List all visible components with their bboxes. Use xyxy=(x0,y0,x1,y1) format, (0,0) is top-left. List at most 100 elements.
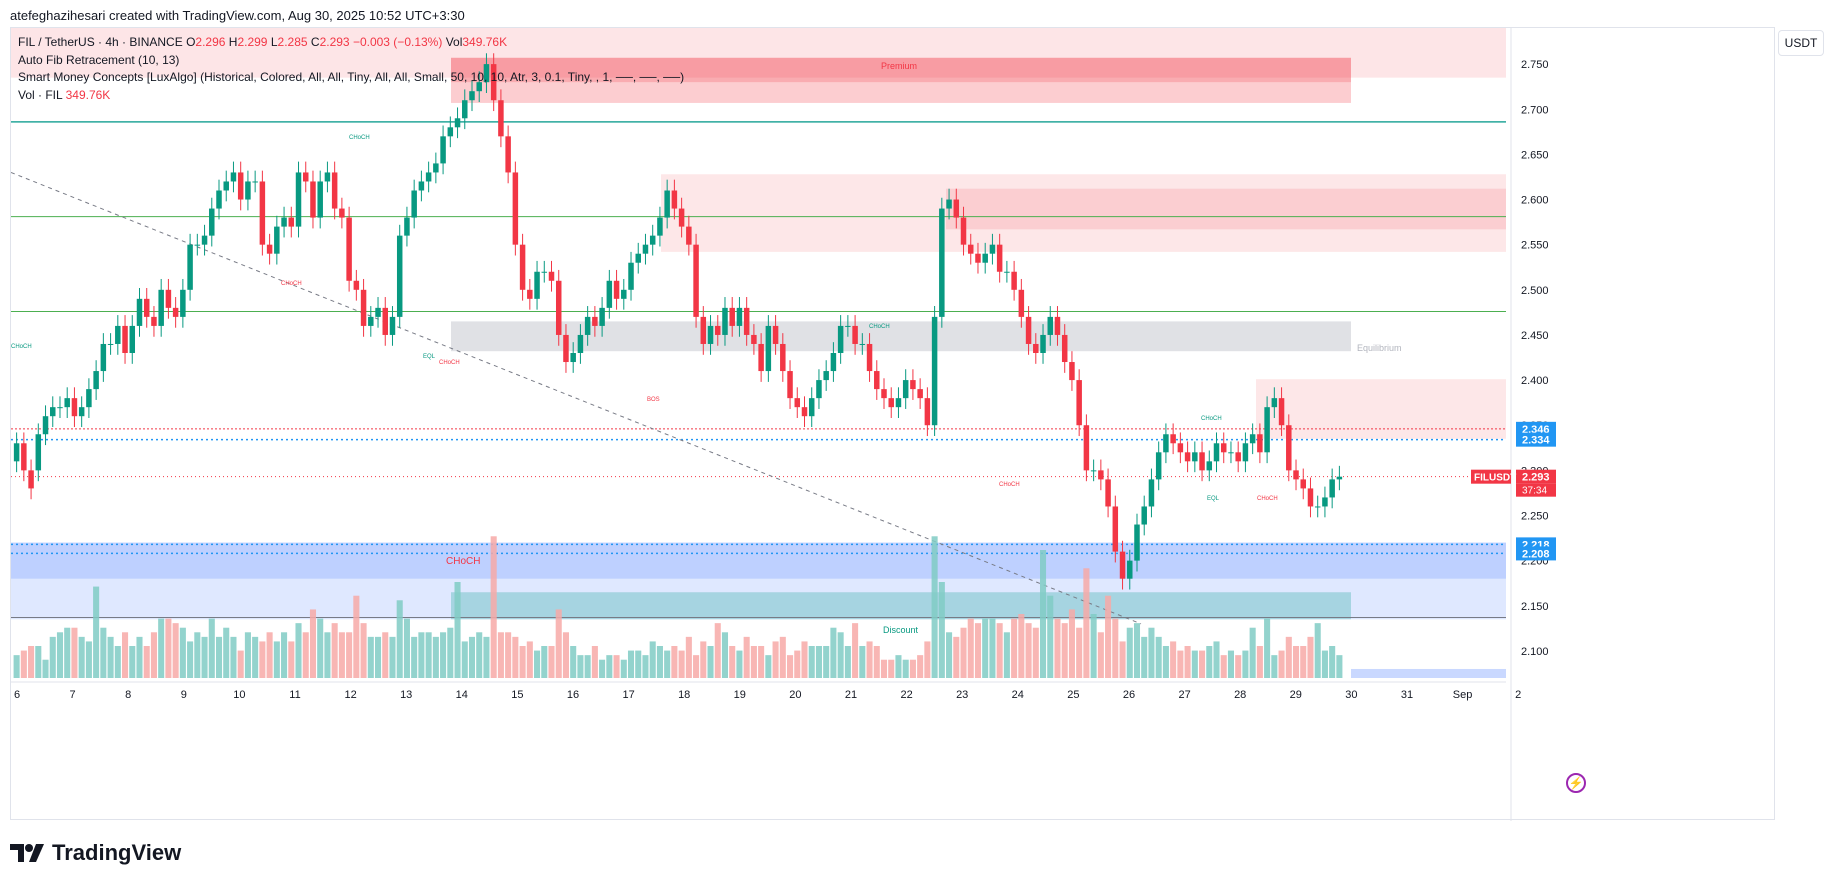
indicator-fib[interactable]: Auto Fib Retracement (10, 13) xyxy=(18,52,180,67)
symbol-name[interactable]: FIL / TetherUS · 4h · BINANCE xyxy=(18,35,183,49)
currency-unit-button[interactable]: USDT xyxy=(1778,30,1824,56)
volume-bar xyxy=(1076,627,1083,678)
volume-bar xyxy=(627,650,635,678)
structure-label: EQL xyxy=(423,354,436,360)
symbol-tag: FILUSDT xyxy=(1474,473,1516,484)
volume-bar xyxy=(165,618,172,678)
volume-bar xyxy=(114,646,121,678)
indicator-volume-value: 349.76K xyxy=(65,87,111,102)
volume-bar xyxy=(201,636,208,678)
candle-body xyxy=(642,244,649,254)
volume-bar xyxy=(852,623,859,678)
candle-body xyxy=(245,181,251,200)
volume-bar xyxy=(252,636,259,678)
y-tick-label: 2.600 xyxy=(1521,195,1549,207)
volume-bar xyxy=(924,641,931,678)
volume-bar xyxy=(1068,609,1075,678)
volume-bar xyxy=(880,659,888,678)
candle-body xyxy=(433,163,439,173)
y-tick-label: 2.250 xyxy=(1521,511,1549,523)
volume-bar xyxy=(454,582,461,678)
candle-body xyxy=(368,316,374,326)
volume-bar xyxy=(13,655,20,678)
candle-body xyxy=(924,398,931,426)
volume-bar xyxy=(367,636,374,678)
candle-body xyxy=(1011,271,1017,290)
volume-bar xyxy=(85,641,92,678)
candle-body xyxy=(136,298,143,326)
volume-bar xyxy=(635,650,642,678)
candle-body xyxy=(317,181,323,218)
volume-bar xyxy=(1119,641,1126,678)
structure-label: CHoCH xyxy=(1257,496,1278,502)
candle-body xyxy=(1148,479,1155,507)
candle-body xyxy=(866,343,873,372)
volume-bar xyxy=(1314,623,1321,678)
supply-zone-inner xyxy=(946,188,1506,230)
tradingview-logo: TradingView xyxy=(10,840,181,866)
volume-bar xyxy=(1112,618,1119,678)
candle-body xyxy=(266,244,273,254)
candle-body xyxy=(281,217,287,227)
candle-body xyxy=(223,181,229,191)
x-tick-label: 23 xyxy=(956,689,968,701)
candle-body xyxy=(165,289,172,308)
volume-bar xyxy=(1177,650,1184,678)
candle-body xyxy=(1033,343,1039,353)
volume-bar xyxy=(1011,618,1018,678)
candlestick-chart[interactable]: Premium Equilibrium Discount CHoCH CHoCH CHoC… xyxy=(11,28,1776,821)
volume-bar xyxy=(1213,641,1220,678)
x-tick-label: 6 xyxy=(14,689,20,701)
volume-bar xyxy=(1054,618,1061,678)
structure-label: CHoCH xyxy=(281,281,302,287)
volume-bar xyxy=(664,650,671,678)
volume-bar xyxy=(1155,636,1162,678)
candle-body xyxy=(902,380,909,399)
candle-body xyxy=(454,118,461,128)
countdown-label: 37:34 xyxy=(1522,486,1547,497)
volume-bar xyxy=(129,646,136,678)
x-tick-label: 15 xyxy=(511,689,523,701)
volume-bar xyxy=(56,632,64,678)
candle-body xyxy=(859,343,866,345)
volume-bar xyxy=(1090,614,1097,678)
volume-bar xyxy=(562,632,569,678)
candle-body xyxy=(375,307,381,317)
volume-bar xyxy=(1249,627,1256,678)
candle-body xyxy=(252,181,258,183)
y-tick-label: 2.700 xyxy=(1521,104,1549,116)
indicator-volume[interactable]: Vol · FIL 349.76K xyxy=(18,87,684,105)
premium-label: Premium xyxy=(881,61,917,71)
volume-bar xyxy=(1227,650,1234,678)
price-label-bg xyxy=(1516,546,1556,561)
volume-bar xyxy=(1191,650,1198,678)
indicator-smc[interactable]: Smart Money Concepts [LuxAlgo] (Historic… xyxy=(18,70,685,84)
x-tick-label: 11 xyxy=(289,689,300,701)
chart-area[interactable]: Premium Equilibrium Discount CHoCH CHoCH CHoC… xyxy=(10,27,1776,821)
candle-body xyxy=(845,325,851,327)
volume-bar xyxy=(1329,646,1336,678)
y-tick-label: 2.100 xyxy=(1521,646,1549,658)
candle-body xyxy=(1242,443,1249,462)
volume-bar xyxy=(548,646,555,678)
change-value: −0.003 (−0.13%) xyxy=(352,35,443,49)
trend-line xyxy=(11,171,1142,625)
candle-body xyxy=(353,280,360,290)
volume-bar xyxy=(707,646,714,678)
price-label-bg xyxy=(1516,421,1556,436)
structure-label: CHoCH xyxy=(869,324,890,330)
lightning-icon[interactable]: ⚡ xyxy=(1566,773,1586,793)
volume-bar xyxy=(136,636,143,678)
candle-body xyxy=(541,271,548,273)
close-label: C xyxy=(310,35,320,49)
volume-bar xyxy=(28,646,35,678)
volume-bar xyxy=(150,632,157,678)
candle-body xyxy=(1336,476,1343,480)
volume-bar xyxy=(1271,655,1278,678)
candle-body xyxy=(158,289,164,326)
candle-body xyxy=(801,407,808,417)
volume-bar xyxy=(765,655,772,678)
high-value: 2.299 xyxy=(237,35,268,49)
volume-bar xyxy=(656,646,663,678)
x-tick-label: 12 xyxy=(344,689,356,701)
